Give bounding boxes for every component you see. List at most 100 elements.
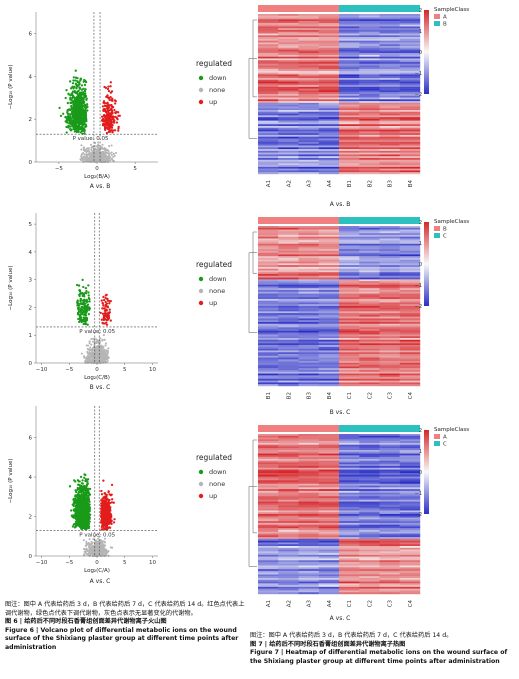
down-point: [76, 302, 79, 305]
down-point: [79, 319, 82, 322]
down-point: [77, 130, 80, 133]
down-point: [85, 513, 89, 517]
heatmap-cell: [379, 17, 400, 20]
heatmap-cell: [258, 124, 279, 127]
heatmap-cell: [399, 62, 421, 64]
heatmap-cell: [278, 101, 299, 104]
up-point: [100, 502, 104, 506]
down-point: [88, 513, 92, 516]
dendrogram-branch: [252, 19, 257, 98]
down-point: [74, 514, 77, 517]
down-point: [86, 103, 89, 106]
down-point: [83, 307, 87, 311]
up-point: [111, 105, 114, 108]
heatmap-cell: [318, 131, 340, 134]
heatmap-cell: [339, 70, 360, 73]
heatmap-cell: [379, 51, 400, 54]
none-point: [80, 154, 83, 157]
none-point: [85, 552, 88, 555]
heatmap-cell: [258, 226, 279, 228]
heatmap-cell: [359, 152, 380, 155]
heatmap-cell: [399, 24, 421, 27]
heatmap-cell: [258, 40, 279, 43]
none-point: [88, 342, 91, 345]
heatmap-cell: [379, 102, 400, 105]
heatmap-cell: [379, 26, 400, 29]
heatmap-cell: [258, 227, 279, 230]
volcano-subtitle: B vs. C: [89, 384, 111, 391]
down-point: [75, 104, 78, 108]
heatmap-cell: [399, 226, 421, 228]
down-point: [82, 301, 86, 304]
y-axis-label: −Log₁₀ (P value): [8, 65, 14, 110]
heatmap-cell: [318, 150, 340, 153]
heatmap-cell: [278, 81, 299, 84]
none-point: [103, 355, 106, 358]
heatmap-cell: [339, 104, 360, 107]
heatmap-cell: [399, 49, 421, 52]
none-point: [104, 541, 107, 544]
heatmap-cell: [359, 83, 380, 86]
heatmap-cell: [318, 242, 340, 244]
down-point: [76, 121, 79, 125]
heatmap-cell: [359, 117, 380, 120]
heatmap-cell: [399, 127, 421, 130]
heatmap-cell: [339, 229, 360, 232]
down-point: [87, 284, 90, 287]
heatmap-cell: [318, 236, 340, 239]
heatmap-cell: [298, 143, 319, 146]
heatmap-cell: [278, 15, 299, 18]
up-point: [109, 108, 112, 112]
heatmap-cell: [258, 234, 279, 237]
up-point: [101, 301, 104, 305]
heatmap-cell: [379, 165, 400, 168]
down-point: [69, 129, 73, 132]
down-point: [72, 79, 75, 82]
down-point: [71, 112, 75, 115]
heatmap-cell: [278, 22, 299, 25]
heatmap-cell: [258, 149, 279, 152]
heatmap-cell: [339, 28, 360, 31]
up-point: [110, 115, 113, 119]
heatmap-cell: [278, 154, 299, 157]
sample-label: B3: [388, 180, 394, 188]
heatmap-cell: [359, 118, 380, 121]
heatmap-cell: [399, 163, 421, 166]
heatmap-cell: [278, 172, 299, 175]
heatmap-cell: [298, 165, 319, 168]
down-point: [77, 522, 80, 526]
down-point: [80, 482, 84, 485]
down-point: [79, 310, 82, 314]
up-point: [105, 124, 108, 127]
heatmap-cell: [298, 110, 319, 112]
down-point: [79, 78, 82, 81]
heatmap-cell: [258, 150, 279, 153]
down-point: [71, 121, 75, 125]
heatmap-cell: [318, 101, 340, 104]
heatmap-cell: [318, 65, 340, 68]
none-point: [82, 355, 86, 358]
down-point: [76, 495, 79, 498]
heatmap-cell: [318, 74, 340, 77]
none-point: [89, 361, 92, 364]
heatmap-cell: [298, 168, 319, 171]
none-point: [89, 550, 92, 553]
heatmap-cell: [399, 159, 421, 162]
heatmap-cell: [379, 86, 400, 89]
heatmap-cell: [318, 110, 340, 112]
up-point: [103, 298, 106, 302]
heatmap-cell: [359, 142, 380, 144]
down-point: [72, 114, 75, 117]
y-axis-label: −Log₁₀ (P value): [8, 459, 14, 504]
up-legend-label: up: [209, 492, 217, 500]
heatmap-cell: [399, 21, 421, 24]
heatmap-cell: [318, 90, 340, 93]
heatmap-cell: [278, 53, 299, 56]
heatmap-cell: [399, 118, 421, 121]
heatmap-cell: [318, 53, 340, 56]
heatmap-cell: [318, 38, 340, 41]
none-point: [101, 143, 104, 146]
up-point: [110, 501, 114, 504]
heatmap-cell: [258, 238, 279, 241]
heatmap-cell: [278, 90, 299, 93]
